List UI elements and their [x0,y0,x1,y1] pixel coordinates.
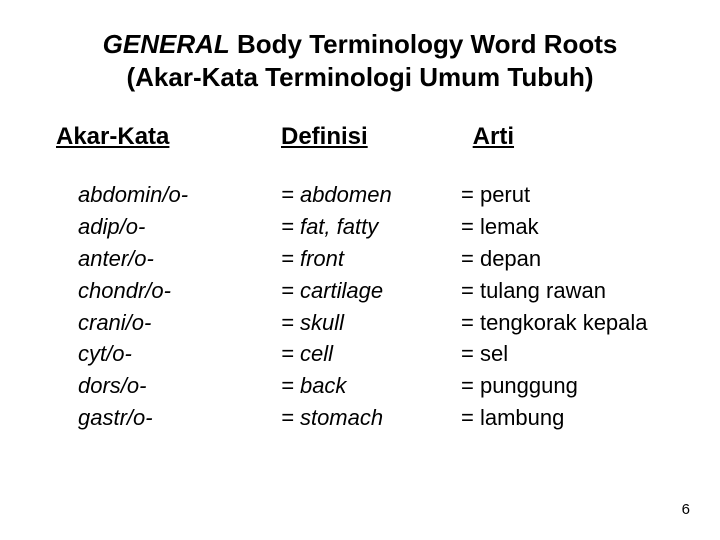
cell-arti: = sel [461,338,664,370]
slide: GENERAL Body Terminology Word Roots (Aka… [0,0,720,540]
table-row: adip/o- = fat, fatty = lemak [78,211,664,243]
cell-root: dors/o- [78,370,281,402]
table-row: gastr/o- = stomach = lambung [78,402,664,434]
cell-def: = stomach [281,402,461,434]
cell-root: chondr/o- [78,275,281,307]
table-row: abdomin/o- = abdomen = perut [78,179,664,211]
cell-root: cyt/o- [78,338,281,370]
title-line-2: (Akar-Kata Terminologi Umum Tubuh) [56,61,664,94]
cell-arti: = tengkorak kepala [461,307,664,339]
cell-root: crani/o- [78,307,281,339]
title-prefix: GENERAL [103,29,230,59]
cell-root: gastr/o- [78,402,281,434]
cell-def: = front [281,243,461,275]
cell-def: = back [281,370,461,402]
header-definisi: Definisi [281,123,368,150]
table-row: crani/o- = skull = tengkorak kepala [78,307,664,339]
header-akar-kata: Akar-Kata [56,123,169,150]
cell-arti: = depan [461,243,664,275]
cell-def: = fat, fatty [281,211,461,243]
cell-arti: = lemak [461,211,664,243]
cell-root: anter/o- [78,243,281,275]
table-row: anter/o- = front = depan [78,243,664,275]
cell-root: abdomin/o- [78,179,281,211]
title-rest: Body Terminology Word Roots [230,29,618,59]
cell-def: = cartilage [281,275,461,307]
header-arti: Arti [473,123,514,150]
cell-arti: = perut [461,179,664,211]
cell-arti: = tulang rawan [461,275,664,307]
page-number: 6 [682,501,690,518]
cell-def: = skull [281,307,461,339]
cell-arti: = lambung [461,402,664,434]
table-row: cyt/o- = cell = sel [78,338,664,370]
cell-def: = cell [281,338,461,370]
cell-arti: = punggung [461,370,664,402]
table-row: chondr/o- = cartilage = tulang rawan [78,275,664,307]
table-body: abdomin/o- = abdomen = perut adip/o- = f… [56,179,664,434]
column-headers: Akar-Kata Definisi Arti [56,123,664,151]
title-line-1: GENERAL Body Terminology Word Roots [56,28,664,61]
cell-root: adip/o- [78,211,281,243]
cell-def: = abdomen [281,179,461,211]
table-row: dors/o- = back = punggung [78,370,664,402]
